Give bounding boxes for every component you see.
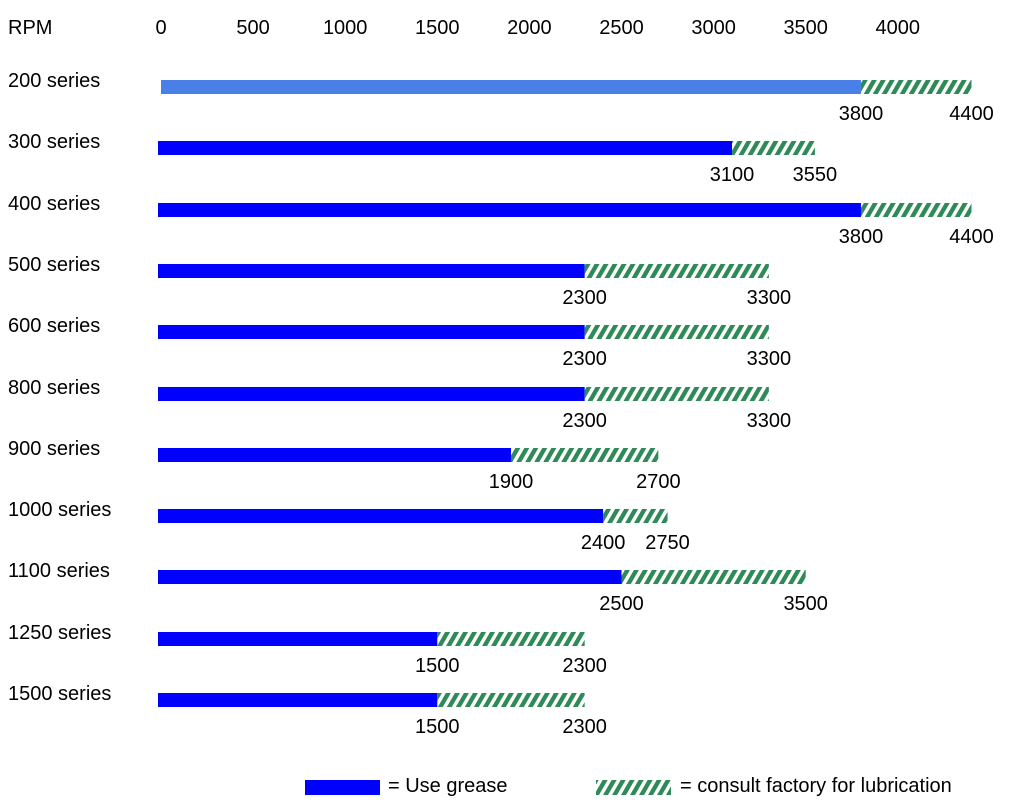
chart-rows: 200 series 3800 4400 300 series 3100 3550 400 … <box>8 70 994 738</box>
grease-bar <box>158 509 604 523</box>
chart-row: 300 series 3100 3550 <box>8 131 837 186</box>
consult-bar <box>584 325 769 339</box>
legend-grease-label: = Use grease <box>388 775 508 797</box>
category-label: 300 series <box>8 131 100 153</box>
grease-bar <box>158 203 861 217</box>
x-axis-label: RPM <box>8 17 52 39</box>
grease-bar <box>158 693 438 707</box>
category-label: 1000 series <box>8 499 111 521</box>
grease-bar <box>158 325 585 339</box>
category-label: 1250 series <box>8 622 111 644</box>
value-label-grease-end: 3800 <box>839 103 884 125</box>
consult-bar <box>437 693 585 707</box>
grease-bar <box>158 141 733 155</box>
value-label-grease-end: 2400 <box>581 532 626 554</box>
chart-row: 600 series 2300 3300 <box>8 315 791 370</box>
value-label-grease-end: 3100 <box>710 164 755 186</box>
value-label-consult-end: 4400 <box>949 103 994 125</box>
legend-consult-swatch <box>596 780 671 795</box>
consult-bar <box>860 203 972 217</box>
value-label-grease-end: 2300 <box>562 348 607 370</box>
value-label-consult-end: 2300 <box>562 716 607 738</box>
value-label-consult-end: 2300 <box>562 655 607 677</box>
consult-bar <box>732 141 815 155</box>
x-tick-label: 4000 <box>876 17 921 39</box>
value-label-consult-end: 2700 <box>636 471 681 493</box>
value-label-grease-end: 1900 <box>489 471 534 493</box>
category-label: 500 series <box>8 254 100 276</box>
consult-bar <box>510 448 659 462</box>
chart-row: 900 series 1900 2700 <box>8 438 681 493</box>
x-tick-label: 3500 <box>783 17 828 39</box>
category-label: 1100 series <box>8 560 110 582</box>
x-tick-label: 500 <box>236 17 269 39</box>
value-label-grease-end: 3800 <box>839 226 884 248</box>
x-tick-label: 2000 <box>507 17 552 39</box>
x-axis-ticks: 0 500 1000 1500 2000 2500 3000 3500 4000 <box>155 17 920 39</box>
grease-bar <box>158 570 622 584</box>
value-label-grease-end: 1500 <box>415 716 460 738</box>
legend-grease-swatch <box>305 780 380 795</box>
chart-row: 200 series 3800 4400 <box>8 70 994 125</box>
value-label-consult-end: 3550 <box>793 164 838 186</box>
category-label: 800 series <box>8 377 100 399</box>
grease-bar <box>158 264 585 278</box>
chart-row: 400 series 3800 4400 <box>8 193 994 248</box>
value-label-consult-end: 3300 <box>747 287 792 309</box>
chart-row: 1500 series 1500 2300 <box>8 683 607 738</box>
chart-row: 1250 series 1500 2300 <box>8 622 607 677</box>
value-label-consult-end: 4400 <box>949 226 994 248</box>
chart-row: 1100 series 2500 3500 <box>8 560 828 615</box>
consult-bar <box>584 264 769 278</box>
grease-bar <box>158 387 585 401</box>
chart-row: 1000 series 2400 2750 <box>8 499 690 554</box>
category-label: 400 series <box>8 193 100 215</box>
value-label-consult-end: 3500 <box>783 593 828 615</box>
consult-bar <box>584 387 769 401</box>
chart-row: 800 series 2300 3300 <box>8 377 791 432</box>
category-label: 600 series <box>8 315 100 337</box>
grease-bar <box>161 80 861 94</box>
consult-bar <box>603 509 668 523</box>
legend: = Use grease = consult factory for lubri… <box>305 775 952 797</box>
x-tick-label: 1500 <box>415 17 460 39</box>
value-label-consult-end: 3300 <box>747 348 792 370</box>
value-label-grease-end: 2500 <box>599 593 644 615</box>
x-tick-label: 2500 <box>599 17 644 39</box>
x-tick-label: 0 <box>155 17 166 39</box>
consult-bar <box>437 632 585 646</box>
legend-consult-label: = consult factory for lubrication <box>680 775 952 797</box>
consult-bar <box>860 80 972 94</box>
value-label-grease-end: 1500 <box>415 655 460 677</box>
grease-bar <box>158 632 438 646</box>
value-label-grease-end: 2300 <box>562 287 607 309</box>
chart-row: 500 series 2300 3300 <box>8 254 791 309</box>
value-label-consult-end: 3300 <box>747 410 792 432</box>
category-label: 900 series <box>8 438 100 460</box>
value-label-consult-end: 2750 <box>645 532 690 554</box>
grease-bar <box>158 448 511 462</box>
value-label-grease-end: 2300 <box>562 410 607 432</box>
category-label: 1500 series <box>8 683 111 705</box>
x-tick-label: 3000 <box>691 17 736 39</box>
x-tick-label: 1000 <box>323 17 368 39</box>
consult-bar <box>621 570 806 584</box>
category-label: 200 series <box>8 70 100 92</box>
